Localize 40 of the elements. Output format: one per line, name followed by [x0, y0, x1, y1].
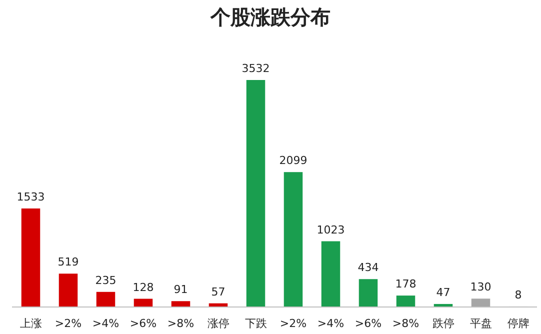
data-label: 91: [174, 283, 188, 296]
x-tick-label: 涨停: [207, 317, 230, 330]
data-label: 3532: [242, 62, 270, 75]
x-tick-label: >6%: [130, 317, 157, 330]
data-label: 8: [514, 288, 522, 302]
data-label: 57: [211, 285, 226, 298]
bar: [96, 292, 116, 307]
x-tick-label: >2%: [54, 317, 82, 330]
data-label: 1533: [16, 190, 45, 204]
bar: [358, 279, 378, 307]
x-tick-label: >4%: [317, 317, 344, 330]
data-label: 434: [358, 261, 379, 274]
data-label: 1023: [316, 223, 345, 236]
bar: [246, 80, 266, 307]
chart-title: 个股涨跌分布: [210, 5, 330, 29]
bar: [321, 241, 340, 307]
bar: [58, 274, 78, 307]
bar: [471, 298, 490, 307]
data-label: 519: [58, 256, 79, 269]
x-tick-label: >4%: [92, 317, 120, 330]
x-tick-label: >6%: [354, 317, 382, 330]
bar: [171, 301, 190, 307]
x-tick-label: 停牌: [507, 317, 530, 330]
bar: [284, 172, 303, 307]
x-tick-label: >8%: [392, 317, 420, 330]
data-label: 130: [470, 280, 492, 294]
x-tick-label: 跌停: [432, 317, 454, 330]
x-tick-label: 下跌: [244, 317, 267, 330]
x-tick-label: >8%: [167, 317, 194, 330]
bar: [396, 296, 416, 307]
data-label: 128: [132, 280, 154, 294]
bar: [21, 208, 40, 307]
x-tick-label: >2%: [280, 317, 307, 330]
data-label: 2099: [279, 154, 308, 168]
data-label: 47: [436, 286, 450, 299]
x-tick-label: 平盘: [470, 317, 492, 330]
x-tick-label: 上涨: [20, 317, 42, 330]
data-label: 178: [395, 278, 416, 291]
bar: [134, 298, 153, 307]
data-label: 235: [95, 274, 116, 287]
